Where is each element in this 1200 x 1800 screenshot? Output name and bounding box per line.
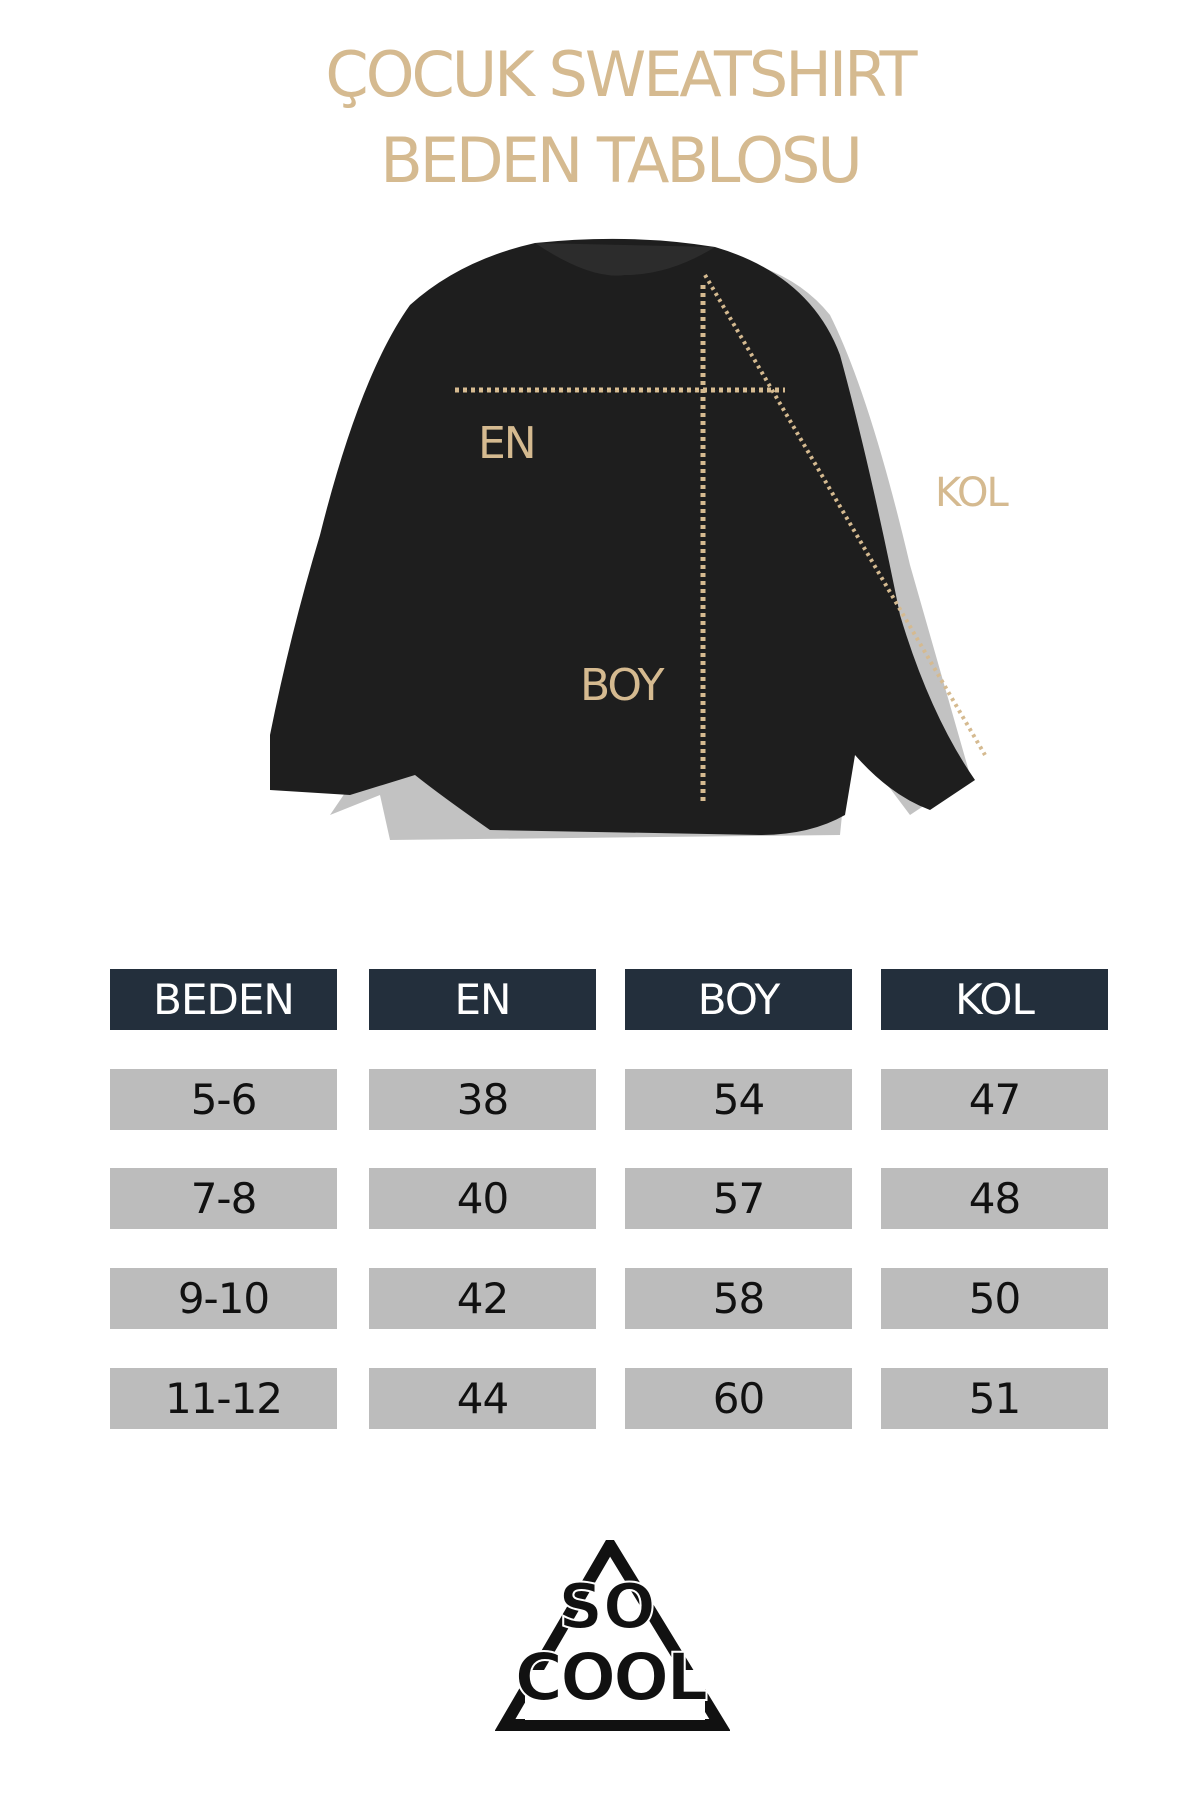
table-cell: 40 xyxy=(369,1168,596,1229)
table-cell: 58 xyxy=(625,1268,852,1329)
header-beden: BEDEN xyxy=(110,969,337,1030)
table-cell: 50 xyxy=(881,1268,1108,1329)
title-line-1: ÇOCUK SWEATSHIRT xyxy=(325,38,917,111)
table-cell: 9-10 xyxy=(110,1268,337,1329)
table-cell: 11-12 xyxy=(110,1368,337,1429)
table-cell: 42 xyxy=(369,1268,596,1329)
table-cell: 60 xyxy=(625,1368,852,1429)
title-line-2: BEDEN TABLOSU xyxy=(380,124,863,197)
boy-label: BOY xyxy=(580,660,665,711)
table-cell: 48 xyxy=(881,1168,1108,1229)
table-cell: 44 xyxy=(369,1368,596,1429)
table-cell: 5-6 xyxy=(110,1069,337,1130)
table-cell: 54 xyxy=(625,1069,852,1130)
sweatshirt-body xyxy=(270,238,975,836)
header-en: EN xyxy=(369,969,596,1030)
kol-label: KOL xyxy=(935,470,1009,516)
header-kol: KOL xyxy=(881,969,1108,1030)
en-label: EN xyxy=(478,418,537,469)
header-boy: BOY xyxy=(625,969,852,1030)
so-cool-logo: SO COOL xyxy=(495,1540,730,1731)
table-cell: 7-8 xyxy=(110,1168,337,1229)
table-cell: 57 xyxy=(625,1168,852,1229)
table-cell: 47 xyxy=(881,1069,1108,1130)
svg-text:SO: SO xyxy=(558,1570,655,1643)
sweatshirt-illustration xyxy=(270,238,987,840)
table-cell: 38 xyxy=(369,1069,596,1130)
svg-text:COOL: COOL xyxy=(515,1639,708,1716)
table-cell: 51 xyxy=(881,1368,1108,1429)
